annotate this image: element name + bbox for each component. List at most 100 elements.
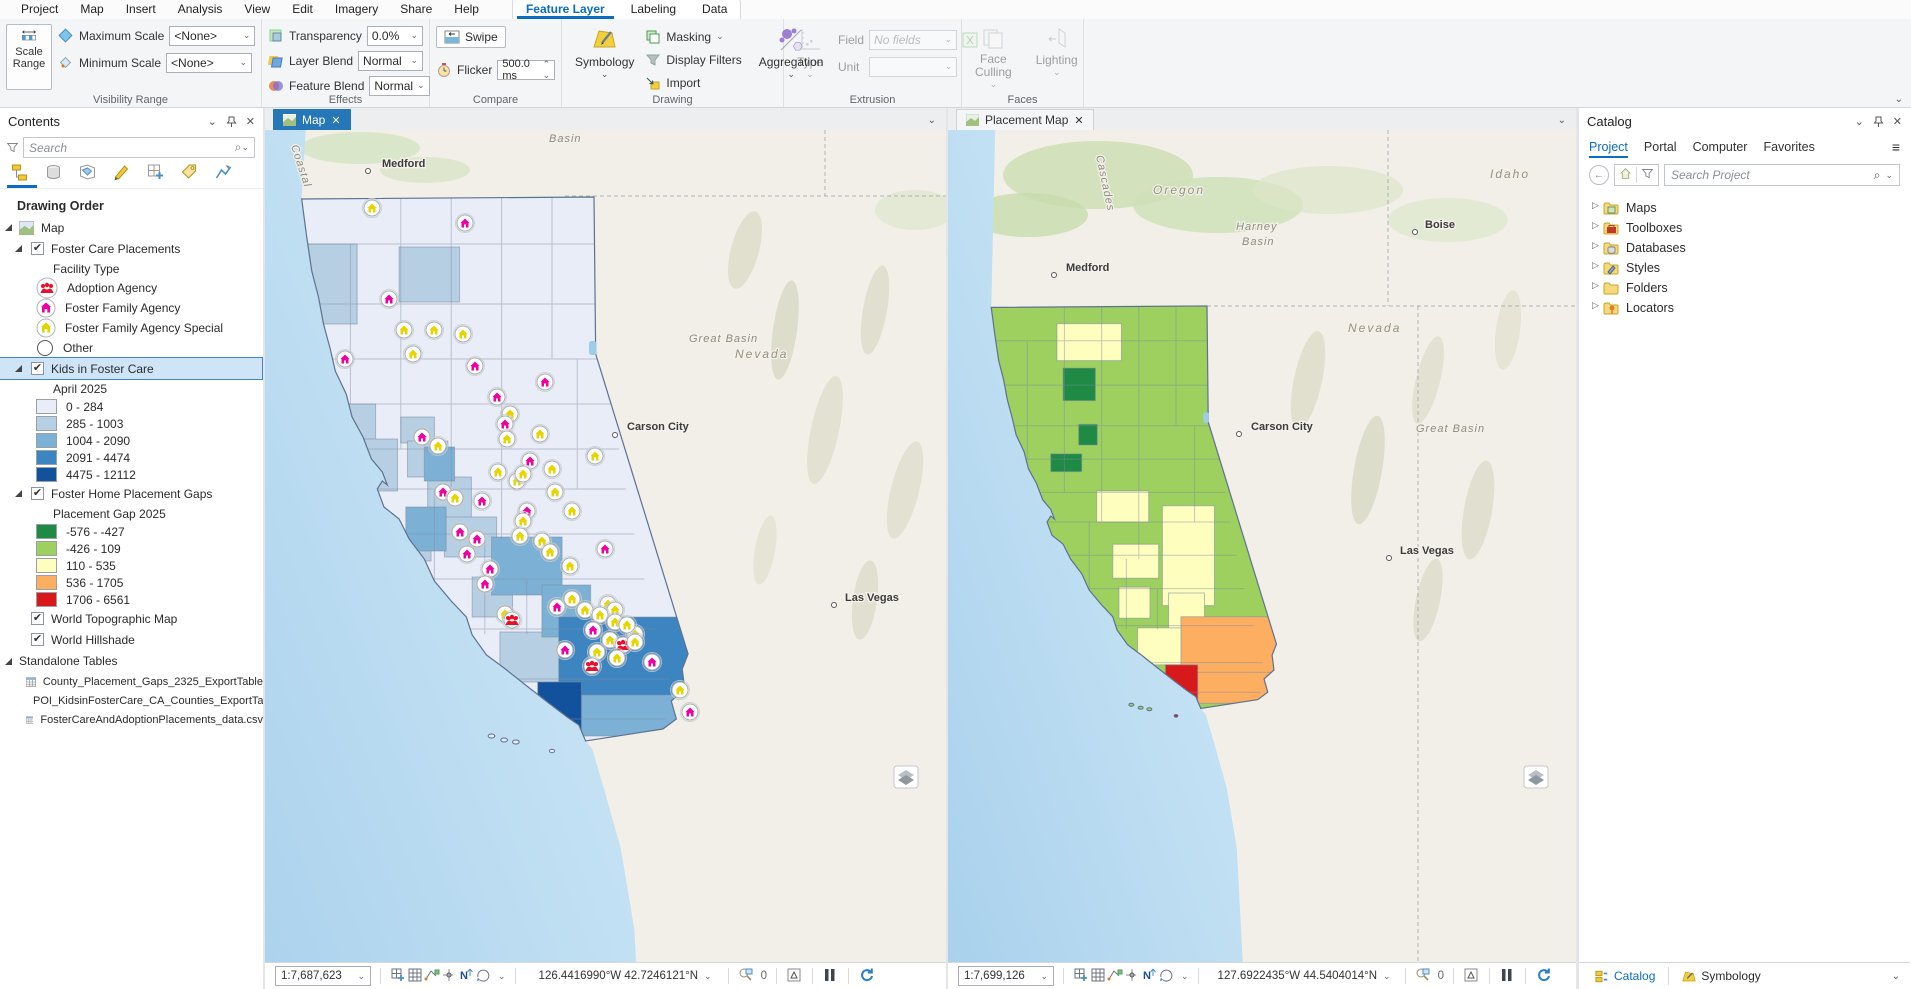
expand-icon[interactable]	[1591, 240, 1599, 252]
refresh-icon[interactable]	[1535, 967, 1552, 983]
expand-icon[interactable]	[1591, 200, 1599, 212]
layer-kids-in-foster-care[interactable]: ✔ Kids in Foster Care	[0, 357, 263, 380]
close-icon[interactable]: ✕	[1074, 114, 1084, 127]
snap-icon[interactable]	[441, 967, 458, 983]
legend-class[interactable]: 2091 - 4474	[0, 449, 263, 466]
basemap-button[interactable]	[1523, 765, 1549, 789]
facility-point[interactable]	[412, 427, 432, 447]
standalone-table[interactable]: POI_KidsinFosterCare_CA_Counties_ExportT…	[0, 691, 263, 710]
legend-class[interactable]: 285 - 1003	[0, 415, 263, 432]
layer-foster-home-placement-gaps[interactable]: ✔ Foster Home Placement Gaps	[0, 483, 263, 504]
expand-icon[interactable]	[14, 489, 23, 498]
tab-list-chevron-icon[interactable]: ⌄	[927, 115, 936, 126]
refresh-icon[interactable]	[858, 967, 875, 983]
facility-point[interactable]	[513, 464, 533, 484]
catalog-search-input[interactable]: Search Project ⌕ ⌄	[1664, 164, 1900, 186]
collapse-ribbon-icon[interactable]: ⌄	[1894, 94, 1903, 105]
tree-row[interactable]: Map	[0, 217, 263, 238]
swipe-button[interactable]: Swipe	[436, 26, 506, 48]
menu-map[interactable]: Map	[80, 2, 104, 16]
menu-view[interactable]: View	[244, 2, 271, 16]
symbology-button[interactable]: Symbology ⌄	[568, 24, 641, 91]
placement-map-tab[interactable]: Placement Map ✕	[956, 109, 1094, 130]
expand-icon[interactable]	[1591, 260, 1599, 272]
layer-checkbox[interactable]: ✔	[31, 487, 44, 500]
facility-point[interactable]	[582, 656, 602, 676]
facility-point[interactable]	[455, 213, 475, 233]
facility-point[interactable]	[535, 372, 555, 392]
selection-icon[interactable]	[78, 163, 102, 188]
expand-icon[interactable]	[1591, 300, 1599, 312]
map-canvas[interactable]: Medford Basin Coastal Nevada Carson City Grea…	[265, 130, 946, 962]
facility-point[interactable]	[680, 702, 700, 722]
menu-project[interactable]: Project	[21, 2, 59, 16]
chevron-down-icon[interactable]: ⌄	[1181, 970, 1189, 981]
charts-icon[interactable]	[214, 163, 238, 188]
catalog-menu-chevron-icon[interactable]: ⌄	[1854, 116, 1864, 128]
scale-input[interactable]: 1:7,687,623 ⌄	[275, 966, 371, 986]
magbadge-icon[interactable]	[1415, 967, 1432, 983]
drawing-order-icon[interactable]	[7, 163, 37, 188]
import-button[interactable]: Import	[645, 71, 741, 94]
chevron-down-icon[interactable]: ⌄	[1885, 169, 1893, 180]
chevron-down-icon[interactable]: ⌄	[704, 970, 712, 981]
back-button[interactable]: ←	[1589, 165, 1609, 185]
facility-point[interactable]	[513, 511, 533, 531]
legend-class[interactable]: 0 - 284	[0, 398, 263, 415]
facility-point[interactable]	[424, 320, 444, 340]
legend-class[interactable]: 4475 - 12112	[0, 466, 263, 483]
facility-point[interactable]	[595, 539, 615, 559]
expression-icon[interactable]	[962, 32, 978, 48]
extent-icon[interactable]	[786, 967, 803, 983]
legend-class[interactable]: -426 - 109	[0, 540, 263, 557]
dock-chevron-icon[interactable]: ⌄	[1891, 970, 1900, 982]
north-icon[interactable]: N	[458, 967, 475, 983]
facility-point[interactable]	[450, 522, 470, 542]
catalog-item-maps[interactable]: Maps	[1591, 198, 1910, 218]
legend-class[interactable]: Adoption Agency	[0, 277, 263, 299]
facility-point[interactable]	[487, 387, 507, 407]
legend-class[interactable]: 536 - 1705	[0, 574, 263, 591]
minimum-scale-select[interactable]: <None> ⌄	[166, 52, 253, 73]
facility-point[interactable]	[475, 574, 495, 594]
splitter[interactable]	[946, 108, 948, 989]
facility-point[interactable]	[583, 620, 603, 640]
catalog-item-folders[interactable]: Folders	[1591, 278, 1910, 298]
catalog-item-styles[interactable]: Styles	[1591, 258, 1910, 278]
facility-point[interactable]	[379, 289, 399, 309]
sketch-icon[interactable]	[1107, 967, 1124, 983]
facility-point[interactable]	[545, 482, 565, 502]
facility-point[interactable]	[510, 526, 530, 546]
facility-point[interactable]	[445, 488, 465, 508]
close-icon[interactable]: ✕	[331, 114, 341, 127]
layer-checkbox[interactable]: ✔	[31, 612, 44, 625]
standalone-table[interactable]: FosterCareAndAdoptionPlacements_data.csv	[0, 710, 263, 729]
facility-point[interactable]	[457, 544, 477, 564]
facility-point[interactable]	[542, 459, 562, 479]
facility-point[interactable]	[362, 198, 382, 218]
basemap-button[interactable]	[893, 765, 919, 789]
tab-data[interactable]: Data	[702, 2, 728, 16]
masking-button[interactable]: Masking ⌄	[645, 25, 741, 48]
facility-point[interactable]	[585, 446, 605, 466]
feature-blend-select[interactable]: Normal ⌄	[369, 75, 430, 96]
legend-class[interactable]: Other	[0, 338, 263, 358]
contents-menu-chevron-icon[interactable]: ⌄	[207, 116, 217, 128]
tab-list-chevron-icon[interactable]: ⌄	[1557, 115, 1566, 126]
catalog-item-locators[interactable]: Locators	[1591, 298, 1910, 318]
facility-point[interactable]	[670, 680, 690, 700]
expand-icon[interactable]	[14, 244, 23, 253]
facility-point[interactable]	[587, 642, 607, 662]
pin-icon[interactable]	[226, 116, 237, 128]
menu-edit[interactable]: Edit	[292, 2, 313, 16]
extent-icon[interactable]	[1463, 967, 1480, 983]
facility-point[interactable]	[488, 462, 508, 482]
facility-point[interactable]	[502, 610, 522, 630]
layer-world-topographic-map[interactable]: ✔ World Topographic Map	[0, 608, 263, 629]
gridplus-icon[interactable]	[390, 967, 407, 983]
grid-icon[interactable]	[407, 967, 424, 983]
dock-tab-symbology[interactable]: Symbology	[1676, 963, 1766, 989]
menu-icon[interactable]: ≡	[1891, 138, 1900, 155]
scale-range-button[interactable]: Scale Range	[6, 24, 52, 90]
extrusion-field-select[interactable]: No fields ⌄	[869, 29, 958, 50]
